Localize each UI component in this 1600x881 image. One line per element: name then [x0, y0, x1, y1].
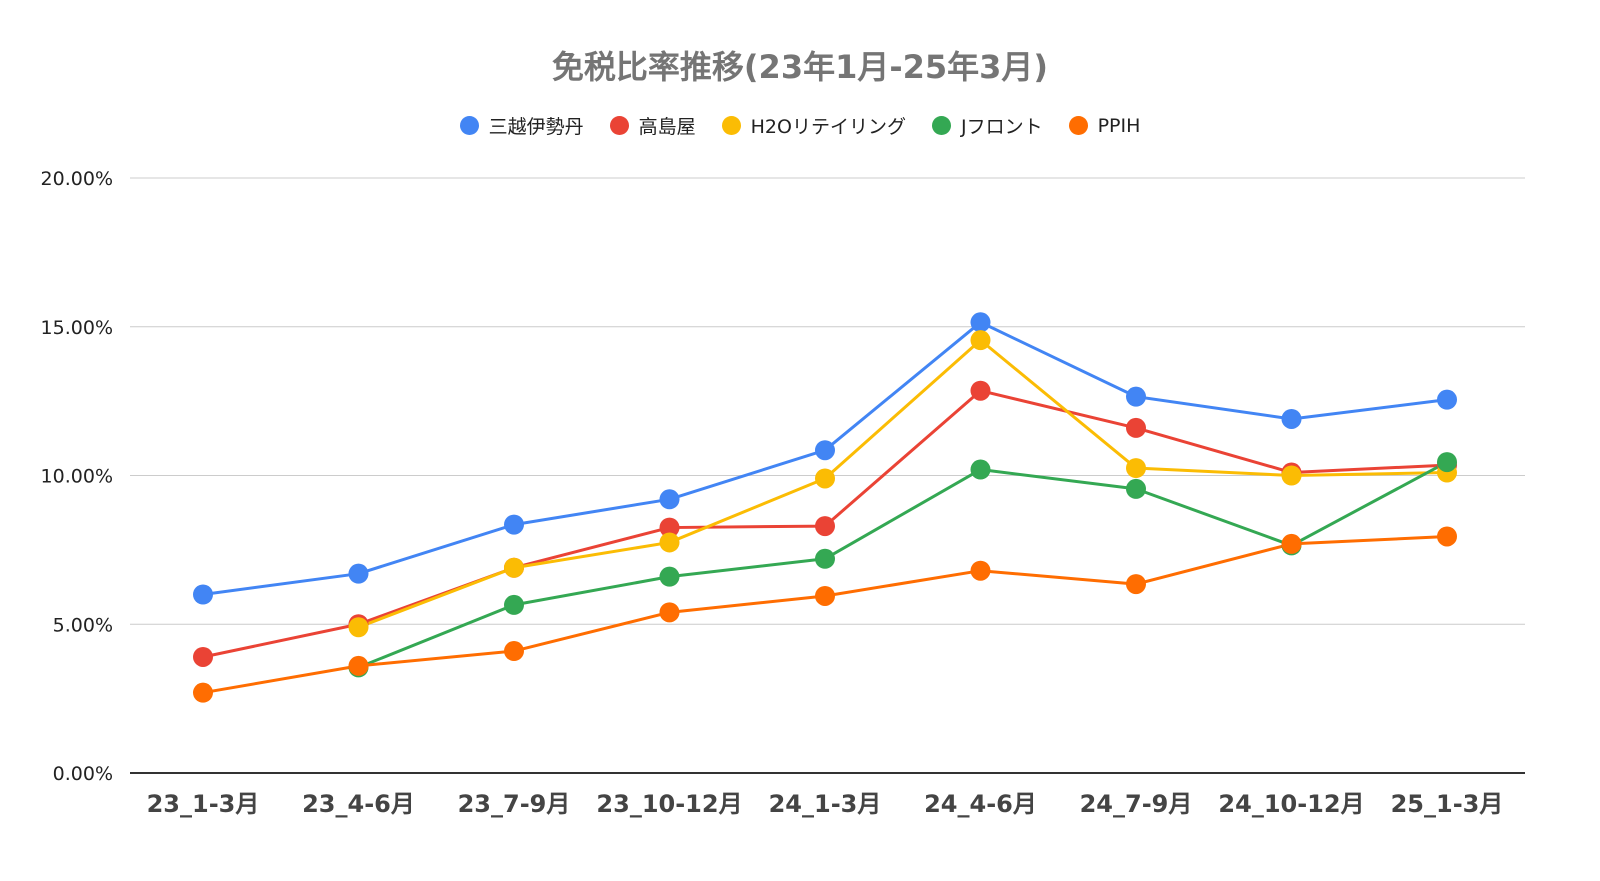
data-point — [504, 557, 524, 578]
legend-item: H2Oリテイリング — [721, 112, 906, 139]
data-point — [659, 489, 680, 510]
data-point — [348, 617, 369, 638]
data-point — [659, 532, 680, 553]
data-point — [1126, 417, 1146, 438]
data-point — [970, 380, 991, 401]
legend-marker-icon — [721, 116, 741, 135]
data-point — [504, 594, 524, 615]
legend-marker-icon — [459, 116, 479, 135]
legend-label: Jフロント — [960, 116, 1043, 138]
x-tick-label: 25_1-3月 — [1391, 790, 1504, 818]
y-tick-label: 5.00% — [53, 614, 113, 636]
data-point — [815, 468, 835, 489]
data-point — [1126, 458, 1146, 479]
legend-marker-icon — [931, 116, 951, 135]
data-point — [348, 655, 369, 676]
data-point — [970, 459, 991, 480]
x-tick-label: 23_10-12月 — [596, 790, 742, 818]
x-tick-label: 23_1-3月 — [147, 790, 260, 818]
series-line — [357, 338, 1448, 629]
data-point — [815, 516, 835, 537]
x-tick-label: 23_4-6月 — [302, 790, 415, 818]
data-point — [193, 584, 213, 605]
y-tick-label: 15.00% — [41, 317, 113, 339]
legend-marker-icon — [1068, 116, 1088, 135]
data-point — [1281, 465, 1302, 486]
data-point — [1126, 574, 1146, 595]
data-point — [348, 563, 369, 584]
data-point — [1126, 478, 1146, 499]
data-point — [504, 514, 524, 535]
chart-legend: 三越伊勢丹 高島屋 H2Oリテイリング Jフロント PPIH — [0, 112, 1600, 139]
legend-marker-icon — [609, 116, 629, 135]
data-point — [815, 440, 835, 461]
data-point — [659, 517, 680, 538]
data-point — [815, 585, 835, 606]
data-point — [659, 566, 680, 587]
x-tick-label: 24_10-12月 — [1218, 790, 1364, 818]
data-point — [970, 330, 991, 351]
data-point — [815, 548, 835, 569]
x-tick-label: 23_7-9月 — [458, 790, 571, 818]
legend-item: Jフロント — [931, 112, 1043, 139]
legend-item: 三越伊勢丹 — [459, 112, 584, 139]
data-point — [659, 602, 680, 623]
series-line — [357, 460, 1448, 669]
y-tick-label: 20.00% — [41, 168, 113, 190]
data-point — [1437, 526, 1457, 547]
legend-label: 高島屋 — [638, 116, 696, 138]
data-point — [1281, 408, 1302, 429]
legend-item: PPIH — [1068, 114, 1141, 137]
data-point — [1437, 389, 1457, 410]
data-point — [193, 682, 213, 703]
data-point — [970, 312, 991, 333]
x-tick-label: 24_7-9月 — [1080, 790, 1193, 818]
x-tick-label: 24_4-6月 — [924, 790, 1037, 818]
legend-label: 三越伊勢丹 — [488, 116, 584, 138]
chart-title: 免税比率推移(23年1月-25年3月) — [551, 48, 1049, 86]
data-point — [193, 646, 213, 667]
y-tick-label: 0.00% — [53, 763, 113, 785]
legend-label: H2Oリテイリング — [750, 116, 906, 138]
legend-label: PPIH — [1097, 114, 1141, 137]
legend-item: 高島屋 — [609, 112, 696, 139]
y-tick-label: 10.00% — [41, 466, 113, 488]
x-tick-label: 24_1-3月 — [769, 790, 882, 818]
data-point — [504, 641, 524, 662]
data-point — [1281, 533, 1302, 554]
data-point — [1126, 386, 1146, 407]
data-point — [1437, 452, 1457, 473]
data-point — [970, 560, 991, 581]
